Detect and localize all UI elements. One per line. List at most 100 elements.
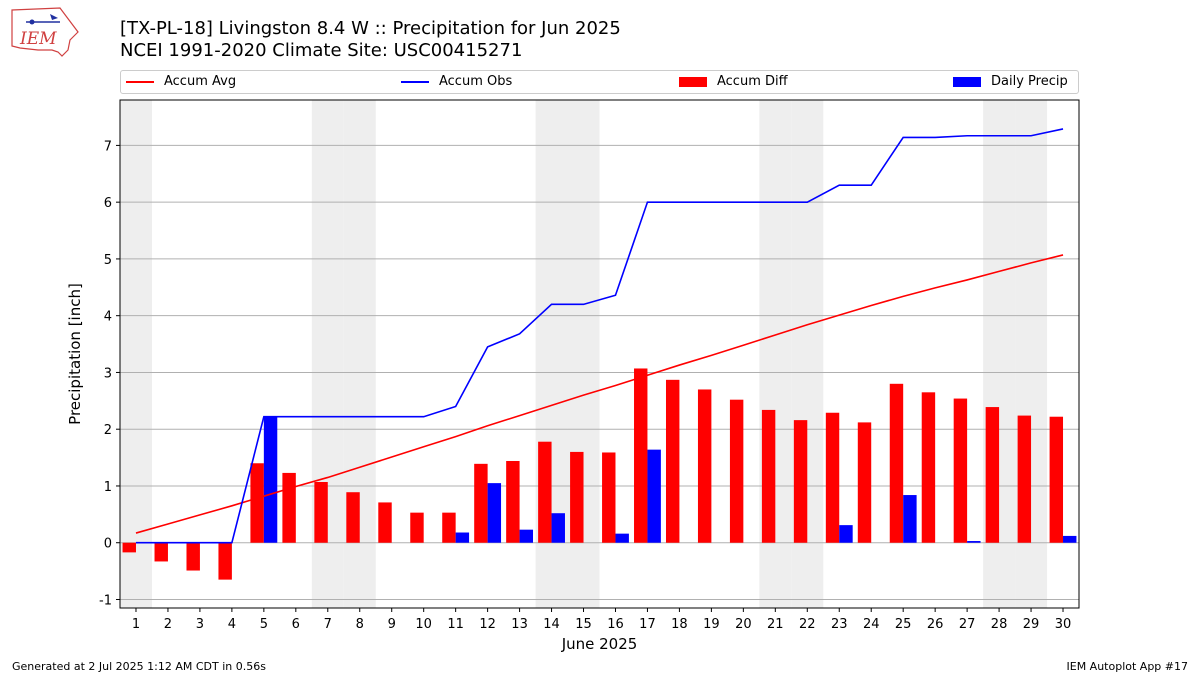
accum-diff-bar (1017, 415, 1032, 543)
svg-text:IEM: IEM (19, 29, 57, 49)
accum-avg-line (135, 254, 1064, 534)
accum-diff-bar (282, 472, 296, 543)
legend-label-accum-avg: Accum Avg (164, 74, 237, 89)
x-tick-label: 9 (388, 617, 396, 632)
daily-precip-bar (1063, 535, 1077, 543)
legend-item-accum-avg: Accum Avg (126, 74, 236, 89)
x-tick-label: 2 (164, 617, 172, 632)
accum-diff-bar (314, 481, 328, 543)
x-axis-label: June 2025 (561, 635, 638, 653)
accum-diff-bar (1049, 416, 1064, 543)
footer-app: IEM Autoplot App #17 (1066, 660, 1189, 673)
daily-precip-bar (487, 483, 502, 543)
accum-diff-bar (570, 451, 584, 543)
x-tick-label: 25 (895, 617, 912, 632)
accum-diff-bar (697, 389, 712, 543)
accum-diff-bar (442, 512, 456, 543)
x-tick-label: 20 (735, 617, 752, 632)
daily-precip-bar (903, 495, 917, 543)
accum-diff-bar (985, 407, 1000, 543)
accum-diff-bar (346, 492, 360, 543)
accum-diff-bar (538, 441, 552, 543)
accum-diff-bar (921, 392, 936, 543)
legend-item-accum-obs: Accum Obs (401, 74, 512, 89)
x-tick-label: 26 (927, 617, 944, 632)
x-tick-label: 16 (607, 617, 624, 632)
accum-diff-bar (793, 420, 808, 543)
daily-precip-bar (519, 529, 534, 543)
x-tick-label: 3 (196, 617, 204, 632)
x-tick-label: 29 (1023, 617, 1040, 632)
x-tick-label: 1 (132, 617, 140, 632)
accum-diff-bar (825, 412, 840, 543)
y-tick-label: 4 (104, 310, 112, 325)
y-tick-label: 0 (104, 537, 112, 552)
x-tick-label: 28 (991, 617, 1008, 632)
accum-diff-bar (761, 409, 776, 543)
legend-label-daily-precip: Daily Precip (991, 74, 1068, 89)
x-tick-label: 15 (575, 617, 592, 632)
daily-precip-bar (551, 513, 565, 543)
x-tick-label: 8 (356, 617, 364, 632)
legend-item-accum-diff: Accum Diff (679, 74, 788, 89)
y-tick-label: -1 (99, 593, 112, 608)
y-tick-label: 3 (104, 366, 112, 381)
accum-diff-bar (857, 422, 872, 543)
x-tick-label: 19 (703, 617, 720, 632)
y-tick-label: 7 (104, 139, 112, 154)
x-tick-label: 21 (767, 617, 784, 632)
legend-swatch-accum-obs (401, 80, 429, 83)
x-tick-label: 14 (543, 617, 560, 632)
legend-label-accum-diff: Accum Diff (717, 74, 788, 89)
y-axis-label: Precipitation [inch] (66, 283, 84, 425)
x-tick-label: 24 (863, 617, 880, 632)
plot-frame (119, 99, 1080, 609)
chart-legend: Accum Avg Accum Obs Accum Diff Daily Pre… (120, 70, 1079, 94)
daily-precip-bar (967, 541, 981, 543)
x-tick-label: 5 (260, 617, 268, 632)
y-tick-label: 6 (104, 196, 112, 211)
accum-diff-bar (378, 502, 392, 543)
x-tick-label: 7 (324, 617, 332, 632)
accum-diff-bar (953, 398, 968, 543)
daily-precip-bar (455, 532, 470, 543)
accum-diff-bar (250, 463, 264, 543)
x-tick-label: 17 (639, 617, 656, 632)
legend-item-daily-precip: Daily Precip (953, 74, 1068, 89)
accum-diff-bar (602, 452, 616, 543)
x-tick-label: 13 (511, 617, 528, 632)
y-tick-label: 2 (104, 423, 112, 438)
accum-diff-bar (154, 542, 168, 562)
chart-title: [TX-PL-18] Livingston 8.4 W :: Precipita… (120, 18, 621, 39)
legend-swatch-accum-avg (126, 80, 154, 83)
x-tick-label: 12 (479, 617, 496, 632)
legend-swatch-daily-precip (953, 76, 981, 87)
accum-diff-bar (122, 542, 136, 553)
daily-precip-bar (647, 449, 661, 543)
accum-diff-bar (506, 460, 520, 543)
accum-diff-bar (218, 542, 232, 580)
accum-obs-line (135, 128, 1064, 544)
y-tick-label: 1 (104, 480, 112, 495)
accum-diff-bar (410, 512, 424, 543)
accum-diff-bar (186, 542, 200, 571)
daily-precip-bar (615, 533, 629, 543)
x-tick-label: 27 (959, 617, 976, 632)
accum-diff-bar (474, 463, 488, 543)
x-tick-label: 23 (831, 617, 848, 632)
iem-logo: IEM (11, 7, 79, 57)
accum-diff-bar (729, 399, 744, 543)
x-tick-label: 18 (671, 617, 688, 632)
legend-swatch-accum-diff (679, 76, 707, 87)
footer-generated: Generated at 2 Jul 2025 1:12 AM CDT in 0… (12, 660, 266, 673)
x-tick-label: 4 (228, 617, 236, 632)
x-tick-label: 22 (799, 617, 816, 632)
x-tick-label: 11 (447, 617, 464, 632)
daily-precip-bar (263, 416, 278, 543)
daily-precip-bar (839, 525, 853, 543)
legend-label-accum-obs: Accum Obs (439, 74, 513, 89)
accum-diff-bar (634, 368, 648, 543)
x-tick-label: 10 (415, 617, 432, 632)
x-tick-label: 30 (1055, 617, 1072, 632)
